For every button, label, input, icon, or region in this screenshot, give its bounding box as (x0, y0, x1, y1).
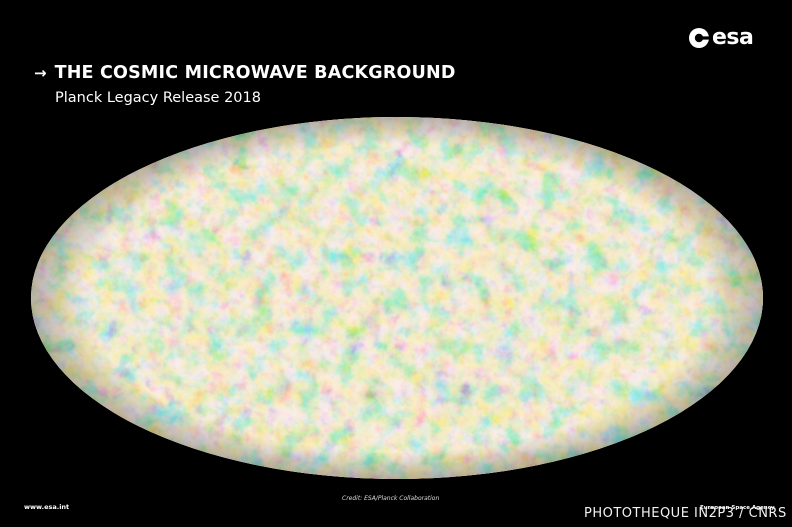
agency-label: European Space Agency (700, 505, 775, 511)
page-subtitle: Planck Legacy Release 2018 (55, 90, 261, 106)
cmb-all-sky-map (31, 117, 763, 479)
esa-logo: esa (688, 24, 768, 52)
title-row: → THE COSMIC MICROWAVE BACKGROUND (34, 63, 456, 83)
watermark: PHOTOTHEQUE IN2P3 / CNRS (584, 506, 787, 521)
website-label: www.esa.int (24, 503, 70, 511)
arrow-right-icon: → (34, 64, 47, 82)
credit-label: Credit: ESA/Planck Collaboration (342, 495, 440, 502)
esa-logo-text: esa (712, 25, 754, 50)
page-title: THE COSMIC MICROWAVE BACKGROUND (54, 63, 456, 83)
esa-logo-icon (689, 28, 710, 48)
